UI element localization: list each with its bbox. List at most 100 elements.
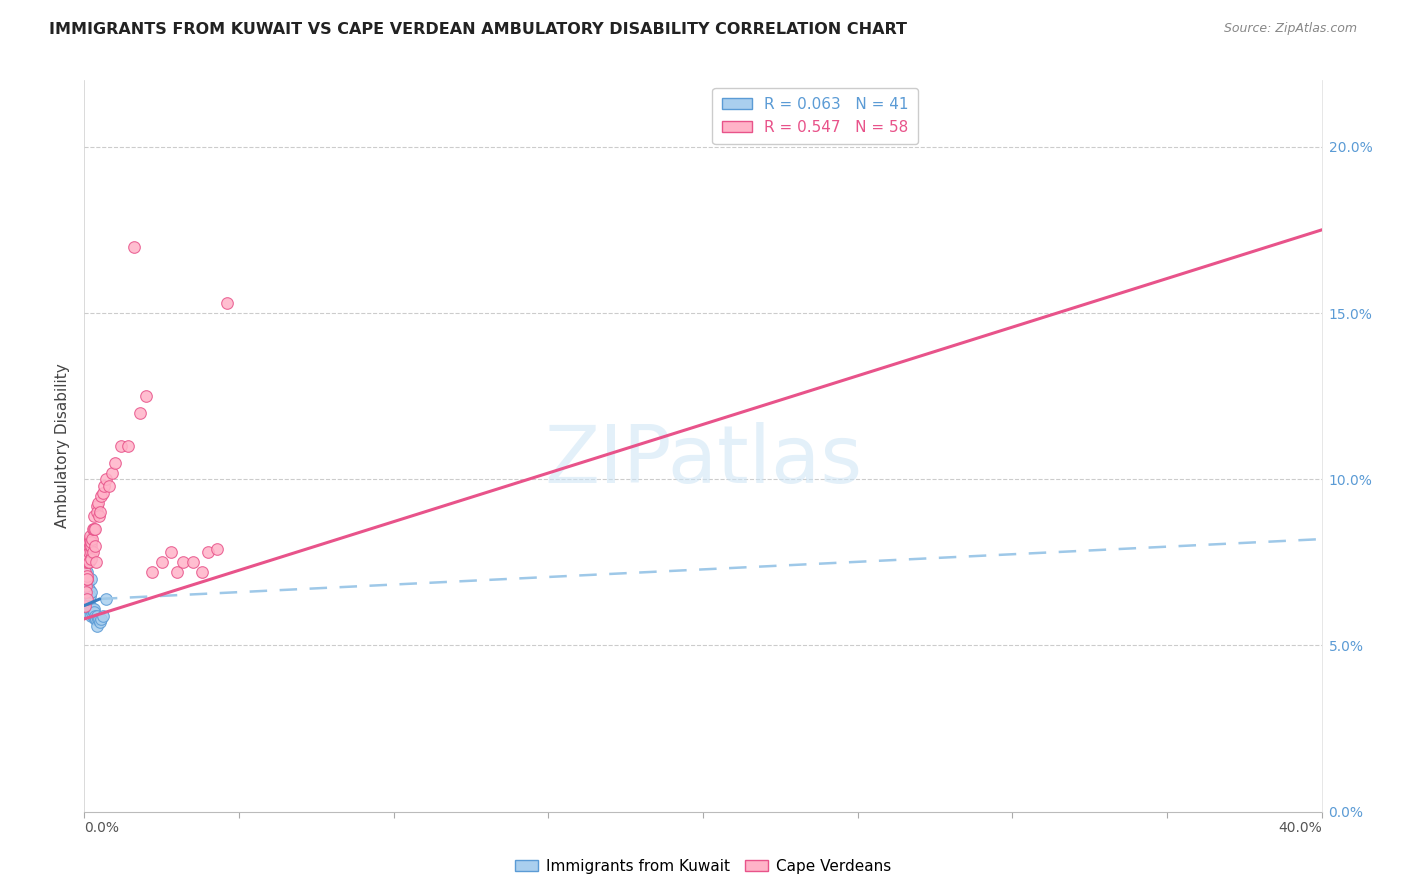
Point <box>75 585 97 599</box>
Point <box>79 589 101 603</box>
Point <box>80 539 103 553</box>
Point <box>91 608 114 623</box>
Point <box>77 602 100 616</box>
Point <box>73 599 96 613</box>
Point <box>98 479 121 493</box>
Point <box>141 566 163 580</box>
Point <box>90 612 112 626</box>
Point <box>94 591 117 606</box>
Point <box>82 602 104 616</box>
Legend: Immigrants from Kuwait, Cape Verdeans: Immigrants from Kuwait, Cape Verdeans <box>509 853 897 880</box>
Point <box>79 555 101 569</box>
Point <box>181 555 204 569</box>
Point <box>73 572 96 586</box>
Point <box>150 555 173 569</box>
Point <box>172 555 194 569</box>
Point <box>86 608 108 623</box>
Text: 40.0%: 40.0% <box>1278 822 1322 835</box>
Point <box>82 532 104 546</box>
Point <box>93 479 115 493</box>
Point <box>76 572 98 586</box>
Point <box>75 602 97 616</box>
Text: ZIPatlas: ZIPatlas <box>544 422 862 500</box>
Point <box>76 599 98 613</box>
Point <box>84 608 107 623</box>
Point <box>94 472 117 486</box>
Point <box>160 545 183 559</box>
Point <box>80 608 103 623</box>
Point <box>207 542 229 557</box>
Text: 0.0%: 0.0% <box>84 822 120 835</box>
Text: IMMIGRANTS FROM KUWAIT VS CAPE VERDEAN AMBULATORY DISABILITY CORRELATION CHART: IMMIGRANTS FROM KUWAIT VS CAPE VERDEAN A… <box>49 22 907 37</box>
Point <box>76 579 98 593</box>
Point <box>79 572 101 586</box>
Point <box>83 522 105 536</box>
Point <box>86 618 108 632</box>
Point <box>82 545 104 559</box>
Point <box>80 552 103 566</box>
Point <box>77 599 100 613</box>
Point <box>80 585 103 599</box>
Point <box>75 555 97 569</box>
Point <box>87 495 110 509</box>
Point <box>84 555 107 569</box>
Point <box>76 566 98 580</box>
Point <box>90 489 112 503</box>
Point <box>75 566 97 580</box>
Point <box>86 506 108 520</box>
Point <box>84 539 107 553</box>
Point <box>191 566 214 580</box>
Point <box>76 605 98 619</box>
Point <box>215 296 238 310</box>
Point <box>79 545 101 559</box>
Point <box>77 591 100 606</box>
Point <box>84 612 107 626</box>
Point <box>76 568 98 582</box>
Legend: R = 0.063   N = 41, R = 0.547   N = 58: R = 0.063 N = 41, R = 0.547 N = 58 <box>713 88 918 144</box>
Point <box>89 506 111 520</box>
Point <box>166 566 188 580</box>
Point <box>79 532 101 546</box>
Point <box>80 535 103 549</box>
Point <box>75 599 97 613</box>
Point <box>76 591 98 606</box>
Point <box>197 545 219 559</box>
Point <box>89 508 111 523</box>
Point <box>76 575 98 590</box>
Point <box>122 239 145 253</box>
Point <box>76 572 98 586</box>
Point <box>86 499 108 513</box>
Point <box>79 599 101 613</box>
Point <box>91 485 114 500</box>
Point <box>89 612 111 626</box>
Text: Source: ZipAtlas.com: Source: ZipAtlas.com <box>1223 22 1357 36</box>
Point <box>82 602 104 616</box>
Point <box>77 552 100 566</box>
Point <box>79 539 101 553</box>
Point <box>83 612 105 626</box>
Point <box>76 555 98 569</box>
Point <box>79 599 101 613</box>
Point <box>83 602 105 616</box>
Point <box>73 599 96 613</box>
Point <box>83 508 105 523</box>
Point <box>79 591 101 606</box>
Y-axis label: Ambulatory Disability: Ambulatory Disability <box>55 364 70 528</box>
Point <box>73 585 96 599</box>
Point <box>87 612 110 626</box>
Point <box>104 456 127 470</box>
Point <box>83 605 105 619</box>
Point <box>82 608 104 623</box>
Point <box>135 389 157 403</box>
Point <box>129 406 152 420</box>
Point <box>77 582 100 596</box>
Point <box>77 539 100 553</box>
Point <box>79 529 101 543</box>
Point <box>77 585 100 599</box>
Point <box>117 439 139 453</box>
Point <box>110 439 132 453</box>
Point <box>77 545 100 559</box>
Point <box>82 522 104 536</box>
Point <box>75 579 97 593</box>
Point <box>76 572 98 586</box>
